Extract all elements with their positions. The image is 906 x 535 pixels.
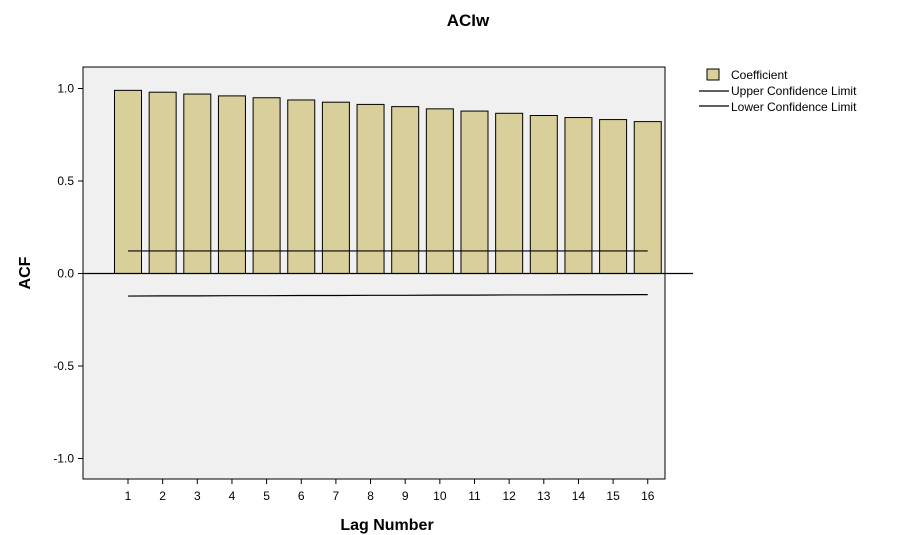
x-tick-label: 7: [333, 489, 340, 503]
y-tick-label: -0.5: [53, 359, 74, 373]
x-tick-label: 6: [298, 489, 305, 503]
x-tick-label: 3: [194, 489, 201, 503]
coefficient-bar: [529, 115, 558, 275]
x-tick-label: 16: [641, 489, 655, 503]
coefficient-bar: [114, 89, 142, 274]
legend-label-lower-confidence: Lower Confidence Limit: [731, 100, 857, 114]
coefficient-bar: [287, 99, 316, 274]
coefficient-bar: [356, 103, 385, 274]
coefficient-bar: [633, 121, 662, 274]
x-tick-label: 15: [606, 489, 620, 503]
y-axis: 1.0 0.5 0.0 -0.5 -1.0: [53, 82, 83, 466]
legend-swatch-coefficient: [706, 68, 720, 81]
legend-label-upper-confidence: Upper Confidence Limit: [731, 84, 857, 98]
x-tick-label: 12: [502, 489, 516, 503]
lower-confidence-line: [127, 293, 648, 297]
x-tick-label: 1: [125, 489, 132, 503]
chart-title: ACIw: [447, 11, 490, 30]
y-tick-label: 0.5: [57, 174, 74, 188]
y-tick-label: -1.0: [53, 452, 74, 466]
x-tick-label: 9: [402, 489, 409, 503]
y-tick-label: 0.0: [57, 267, 74, 281]
coefficient-bar: [391, 106, 420, 274]
coefficient-bar: [495, 112, 524, 275]
bar-series: [114, 89, 662, 275]
x-tick-label: 13: [537, 489, 551, 503]
coefficient-bar: [217, 95, 246, 275]
coefficient-bar: [460, 110, 489, 274]
coefficient-bar: [599, 119, 628, 274]
x-tick-label: 11: [468, 489, 481, 503]
x-tick-label: 5: [263, 489, 270, 503]
legend-label-coefficient: Coefficient: [731, 68, 788, 82]
coefficient-bar: [148, 91, 177, 274]
y-tick-label: 1.0: [57, 82, 74, 96]
x-axis-label: Lag Number: [340, 517, 433, 534]
x-tick-label: 4: [229, 489, 236, 503]
x-tick-label: 14: [572, 489, 586, 503]
y-axis-label: ACF: [17, 256, 34, 289]
x-tick-label: 2: [159, 489, 166, 503]
x-axis: 1 2 3 4 5 6 7 8 9 10 11 12 13 14 15 16: [125, 479, 655, 503]
x-tick-label: 8: [367, 489, 374, 503]
x-tick-label: 10: [433, 489, 447, 503]
coefficient-bar: [183, 93, 212, 274]
coefficient-bar: [425, 108, 454, 274]
coefficient-bar: [564, 117, 593, 274]
coefficient-bar: [321, 101, 350, 274]
legend: Coefficient Upper Confidence Limit Lower…: [699, 68, 857, 114]
coefficient-bar: [252, 97, 281, 274]
